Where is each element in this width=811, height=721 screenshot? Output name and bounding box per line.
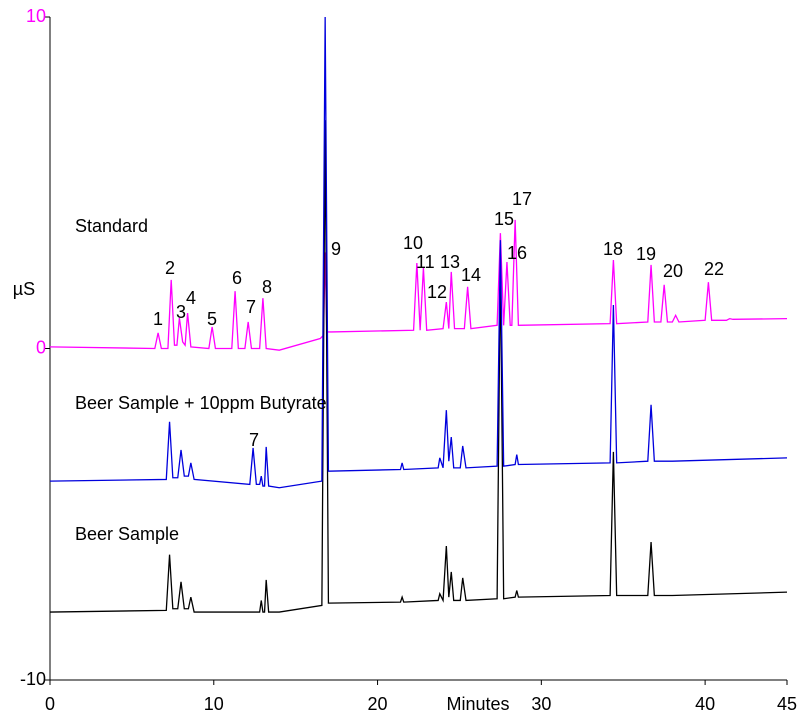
trace (49, 120, 788, 613)
peak-label: 4 (186, 288, 196, 308)
peak-label: 18 (603, 239, 623, 259)
peak-label: 19 (636, 244, 656, 264)
peak-label: 5 (207, 309, 217, 329)
peak-label: 8 (262, 277, 272, 297)
x-tick-label: 30 (531, 694, 551, 714)
peak-label: 11 (416, 252, 435, 272)
peak-label: 15 (494, 209, 514, 229)
peak-label: 16 (507, 243, 527, 263)
y-axis-label: µS (13, 279, 35, 299)
y-tick-label: -10 (20, 669, 46, 689)
peak-label: 6 (232, 268, 242, 288)
peak-label: 7 (249, 430, 259, 450)
x-tick-label: 0 (45, 694, 55, 714)
peak-label: 2 (165, 258, 175, 278)
peak-label: 3 (176, 302, 186, 322)
y-tick-label: 10 (26, 6, 46, 26)
series-label: Beer Sample + 10ppm Butyrate (75, 393, 327, 413)
peak-label: 13 (440, 252, 460, 272)
x-tick-label: 45 (777, 694, 797, 714)
x-tick-label: 20 (368, 694, 388, 714)
x-tick-label: 40 (695, 694, 715, 714)
y-tick-label: 0 (36, 337, 46, 357)
peak-label: 1 (153, 309, 163, 329)
trace (49, 16, 788, 489)
peak-label: 20 (663, 261, 683, 281)
series-label: Beer Sample (75, 524, 179, 544)
x-axis-label: Minutes (446, 694, 509, 714)
trace (49, 219, 788, 351)
peak-label: 14 (461, 265, 481, 285)
peak-label: 17 (512, 189, 532, 209)
series-label: Standard (75, 216, 148, 236)
peak-label: 9 (331, 239, 341, 259)
peak-label: 12 (427, 282, 447, 302)
x-tick-label: 10 (204, 694, 224, 714)
peak-label: 10 (403, 233, 423, 253)
peak-label: 7 (246, 297, 256, 317)
peak-label: 22 (704, 259, 724, 279)
